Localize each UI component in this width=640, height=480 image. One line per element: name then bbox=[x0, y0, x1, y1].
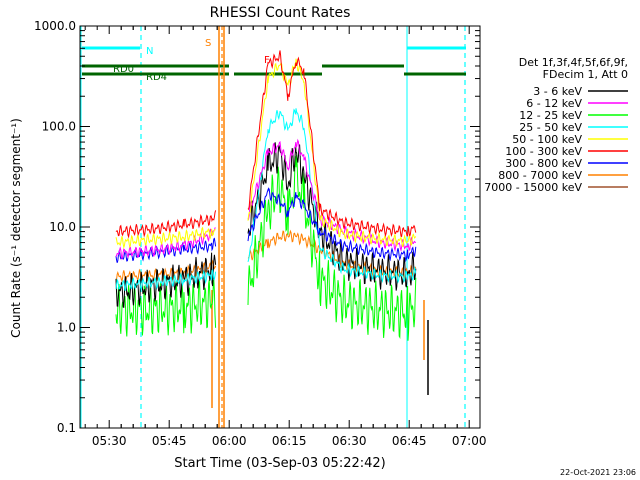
x-tick-label: 06:45 bbox=[392, 434, 427, 448]
y-tick-label: 1.0 bbox=[57, 321, 76, 335]
y-tick-label: 100.0 bbox=[42, 120, 76, 134]
y-axis-label: Count Rate (s⁻¹ detector segment⁻¹) bbox=[9, 118, 23, 338]
annotation-label: RD0 bbox=[113, 64, 134, 75]
series-line bbox=[115, 58, 417, 250]
annotation-label: S bbox=[205, 38, 211, 49]
y-tick-label: 10.0 bbox=[49, 220, 76, 234]
legend-header-line-2: FDecim 1, Att 0 bbox=[543, 68, 628, 81]
annotation-label: RD4 bbox=[146, 72, 167, 83]
x-tick-label: 05:30 bbox=[92, 434, 127, 448]
x-axis-label: Start Time (03-Sep-03 05:22:42) bbox=[174, 456, 385, 471]
plot-frame bbox=[79, 25, 481, 429]
legend-entry-label: 50 - 100 keV bbox=[512, 133, 582, 146]
legend-entry-label: 7000 - 15000 keV bbox=[484, 181, 582, 194]
x-tick-label: 07:00 bbox=[452, 434, 487, 448]
x-tick-label: 06:30 bbox=[332, 434, 367, 448]
y-tick-label: 1000.0 bbox=[34, 19, 76, 33]
legend-entry-label: 100 - 300 keV bbox=[505, 145, 582, 158]
x-tick-label: 06:15 bbox=[272, 434, 307, 448]
y-tick-label: 0.1 bbox=[57, 421, 76, 435]
legend-entry-label: 12 - 25 keV bbox=[519, 109, 582, 122]
legend: Det 1f,3f,4f,5f,6f,9f, FDecim 1, Att 0 3… bbox=[484, 56, 628, 194]
legend-entry-label: 25 - 50 keV bbox=[519, 121, 582, 134]
timestamp: 22-Oct-2021 23:06 bbox=[560, 468, 636, 477]
annotation-label: N bbox=[146, 46, 153, 57]
legend-header-line-1: Det 1f,3f,4f,5f,6f,9f, bbox=[519, 56, 628, 69]
x-tick-label: 05:45 bbox=[152, 434, 187, 448]
annotation-label: F bbox=[264, 55, 270, 66]
chart-title: RHESSI Count Rates bbox=[210, 5, 351, 21]
series-line bbox=[115, 108, 417, 292]
series-line bbox=[115, 50, 417, 239]
legend-entry-label: 300 - 800 keV bbox=[505, 157, 582, 170]
x-tick-label: 06:00 bbox=[212, 434, 247, 448]
legend-entry-label: 800 - 7000 keV bbox=[498, 169, 582, 182]
legend-entry-label: 3 - 6 keV bbox=[533, 85, 582, 98]
legend-entry-label: 6 - 12 keV bbox=[526, 97, 582, 110]
